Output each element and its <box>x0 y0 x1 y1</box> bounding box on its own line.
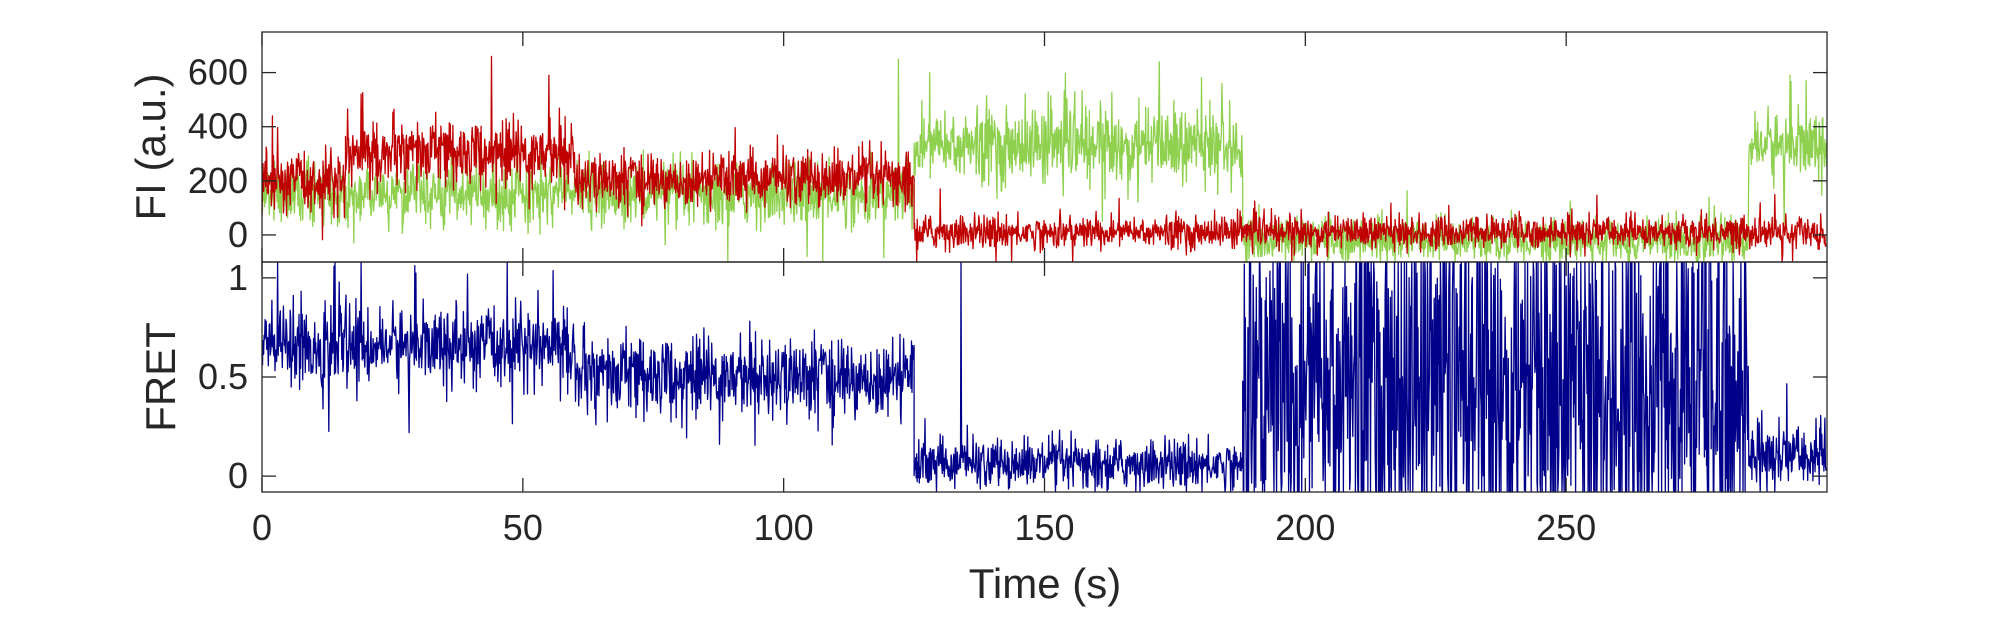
trace-series-1-0 <box>261 261 1828 493</box>
y-tick-label: 0 <box>228 455 248 496</box>
fret-panel: 0 0.5 1 0 50 100 150 200 250 FRET Time (s) <box>137 257 1828 607</box>
x-tick-label: 0 <box>252 507 272 548</box>
y-tick-label: 200 <box>188 160 248 201</box>
x-axis-label: Time (s) <box>969 560 1121 607</box>
fluorescence-ticks: 0 200 400 600 <box>188 32 1827 262</box>
fluorescence-y-axis-label: FI (a.u.) <box>127 73 174 220</box>
y-tick-label: 0.5 <box>198 356 248 397</box>
y-tick-label: 600 <box>188 52 248 93</box>
trace-series-0-1 <box>261 55 1827 263</box>
y-tick-label: 0 <box>228 214 248 255</box>
fret-traces <box>261 261 1828 493</box>
x-tick-label: 100 <box>754 507 814 548</box>
y-tick-label: 1 <box>228 257 248 298</box>
fluorescence-panel: 0 200 400 600 FI (a.u.) <box>127 31 1828 263</box>
fret-y-axis-label: FRET <box>137 322 184 432</box>
x-tick-label: 250 <box>1536 507 1596 548</box>
x-tick-label: 200 <box>1275 507 1335 548</box>
y-tick-label: 400 <box>188 106 248 147</box>
x-tick-label: 150 <box>1014 507 1074 548</box>
fret-ticks: 0 0.5 1 0 50 100 150 200 250 <box>198 257 1827 548</box>
x-tick-label: 50 <box>503 507 543 548</box>
